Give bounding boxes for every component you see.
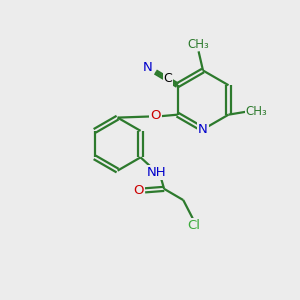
Text: Cl: Cl	[188, 219, 201, 232]
Text: O: O	[150, 109, 161, 122]
Text: N: N	[143, 61, 153, 74]
Text: CH₃: CH₃	[188, 38, 209, 50]
Text: N: N	[198, 123, 208, 136]
Text: NH: NH	[146, 166, 166, 178]
Text: C: C	[164, 72, 172, 85]
Text: O: O	[133, 184, 144, 197]
Text: CH₃: CH₃	[246, 105, 267, 118]
